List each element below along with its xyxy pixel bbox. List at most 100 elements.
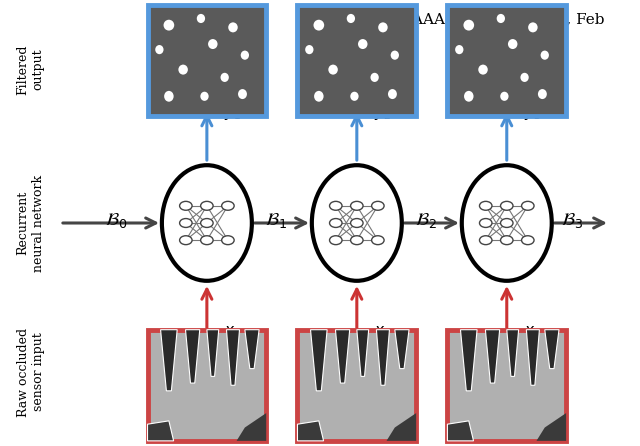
Circle shape: [500, 236, 513, 245]
Circle shape: [500, 219, 513, 227]
Polygon shape: [161, 330, 177, 391]
Ellipse shape: [478, 65, 488, 74]
Polygon shape: [536, 413, 566, 441]
Text: $\mathcal{B}_1$: $\mathcal{B}_1$: [264, 211, 287, 230]
Text: $y_2$: $y_2$: [374, 106, 391, 122]
Polygon shape: [147, 421, 173, 441]
Polygon shape: [298, 421, 324, 441]
Text: Presented at AAAI-16 conference, Feb: Presented at AAAI-16 conference, Feb: [309, 12, 605, 26]
Ellipse shape: [200, 92, 209, 101]
Ellipse shape: [221, 73, 229, 82]
Ellipse shape: [497, 14, 505, 23]
Ellipse shape: [378, 22, 388, 33]
Text: Filtered
output: Filtered output: [17, 44, 45, 95]
Circle shape: [522, 201, 534, 210]
Text: $x_3$: $x_3$: [524, 324, 541, 340]
Ellipse shape: [538, 89, 547, 99]
Polygon shape: [447, 421, 474, 441]
Circle shape: [180, 236, 192, 245]
Circle shape: [351, 236, 363, 245]
FancyBboxPatch shape: [298, 330, 416, 441]
Ellipse shape: [500, 92, 509, 101]
Circle shape: [330, 201, 342, 210]
Ellipse shape: [164, 91, 173, 102]
Circle shape: [221, 201, 234, 210]
Text: $y_3$: $y_3$: [524, 106, 541, 122]
Ellipse shape: [463, 20, 474, 31]
Circle shape: [351, 219, 363, 227]
Ellipse shape: [462, 165, 552, 281]
Ellipse shape: [179, 65, 188, 74]
Text: $x_2$: $x_2$: [374, 324, 391, 340]
Ellipse shape: [156, 45, 164, 54]
Polygon shape: [485, 330, 500, 383]
Ellipse shape: [228, 22, 237, 33]
Polygon shape: [376, 330, 390, 385]
Polygon shape: [207, 330, 219, 376]
Ellipse shape: [305, 45, 314, 54]
Ellipse shape: [388, 89, 397, 99]
Text: $\mathcal{B}_0$: $\mathcal{B}_0$: [105, 211, 127, 230]
Circle shape: [180, 201, 192, 210]
Text: Raw occluded
sensor input: Raw occluded sensor input: [17, 327, 45, 417]
Circle shape: [200, 236, 213, 245]
Ellipse shape: [238, 89, 247, 99]
Circle shape: [221, 236, 234, 245]
Polygon shape: [245, 330, 259, 368]
Polygon shape: [387, 413, 416, 441]
Text: $\mathcal{B}_2$: $\mathcal{B}_2$: [415, 211, 436, 230]
Ellipse shape: [328, 65, 338, 74]
Ellipse shape: [347, 14, 355, 23]
Polygon shape: [335, 330, 349, 383]
Text: $y_1$: $y_1$: [224, 106, 241, 122]
Ellipse shape: [464, 91, 474, 102]
Polygon shape: [526, 330, 540, 385]
Ellipse shape: [164, 20, 174, 31]
FancyBboxPatch shape: [147, 5, 266, 116]
Polygon shape: [357, 330, 369, 376]
Circle shape: [200, 201, 213, 210]
Text: $\mathcal{B}_3$: $\mathcal{B}_3$: [561, 211, 584, 230]
Circle shape: [351, 201, 363, 210]
Ellipse shape: [390, 50, 399, 60]
Circle shape: [479, 219, 492, 227]
Ellipse shape: [350, 92, 358, 101]
Polygon shape: [545, 330, 559, 368]
Ellipse shape: [314, 20, 324, 31]
Circle shape: [180, 219, 192, 227]
Ellipse shape: [358, 39, 367, 49]
Ellipse shape: [208, 39, 218, 49]
Text: $t = 3$: $t = 3$: [489, 418, 524, 434]
Polygon shape: [395, 330, 409, 368]
Polygon shape: [227, 330, 239, 385]
Polygon shape: [507, 330, 518, 376]
Ellipse shape: [196, 14, 205, 23]
FancyBboxPatch shape: [447, 5, 566, 116]
Ellipse shape: [520, 73, 529, 82]
Ellipse shape: [241, 50, 249, 60]
Circle shape: [372, 201, 384, 210]
Circle shape: [500, 201, 513, 210]
Ellipse shape: [528, 22, 538, 33]
FancyBboxPatch shape: [147, 330, 266, 441]
Ellipse shape: [541, 50, 549, 60]
Circle shape: [330, 236, 342, 245]
Circle shape: [330, 219, 342, 227]
Circle shape: [522, 236, 534, 245]
Text: Recurrent
neural network: Recurrent neural network: [17, 174, 45, 272]
FancyBboxPatch shape: [447, 330, 566, 441]
FancyBboxPatch shape: [298, 5, 416, 116]
Ellipse shape: [162, 165, 252, 281]
Circle shape: [372, 236, 384, 245]
Ellipse shape: [455, 45, 463, 54]
Polygon shape: [186, 330, 200, 383]
Text: $t = 2$: $t = 2$: [339, 418, 374, 434]
Circle shape: [479, 201, 492, 210]
Ellipse shape: [312, 165, 402, 281]
Circle shape: [200, 219, 213, 227]
Text: $t = 1$: $t = 1$: [189, 418, 225, 434]
Circle shape: [479, 236, 492, 245]
Ellipse shape: [371, 73, 379, 82]
Polygon shape: [237, 413, 266, 441]
Polygon shape: [460, 330, 477, 391]
